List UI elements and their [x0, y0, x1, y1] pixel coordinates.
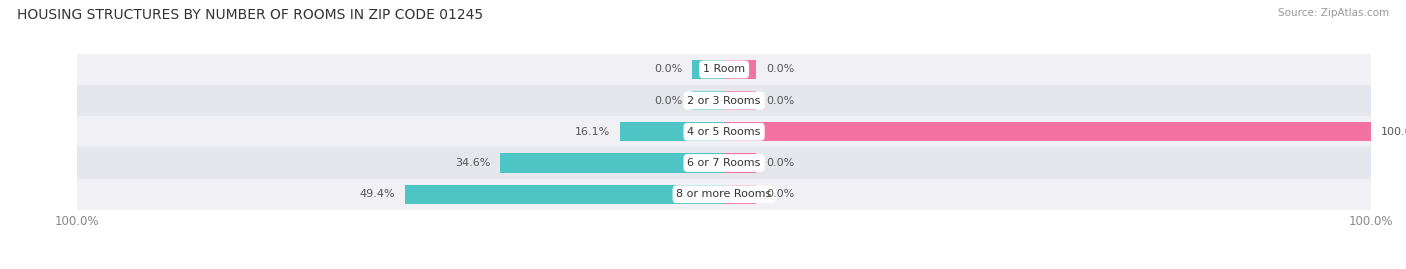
Text: 4 or 5 Rooms: 4 or 5 Rooms: [688, 127, 761, 137]
Text: 1 Room: 1 Room: [703, 64, 745, 75]
Bar: [724, 91, 756, 110]
Text: 49.4%: 49.4%: [360, 189, 395, 199]
Bar: [692, 91, 724, 110]
Bar: [724, 185, 756, 204]
Text: 0.0%: 0.0%: [766, 158, 794, 168]
Bar: [501, 153, 724, 173]
Text: 100.0%: 100.0%: [1381, 127, 1406, 137]
Bar: [77, 54, 1371, 85]
Text: 0.0%: 0.0%: [654, 95, 682, 106]
Bar: [77, 147, 1371, 179]
Text: HOUSING STRUCTURES BY NUMBER OF ROOMS IN ZIP CODE 01245: HOUSING STRUCTURES BY NUMBER OF ROOMS IN…: [17, 8, 484, 22]
Text: 6 or 7 Rooms: 6 or 7 Rooms: [688, 158, 761, 168]
Bar: [724, 153, 756, 173]
Text: 2 or 3 Rooms: 2 or 3 Rooms: [688, 95, 761, 106]
Text: 0.0%: 0.0%: [766, 189, 794, 199]
Bar: [77, 179, 1371, 210]
Text: Source: ZipAtlas.com: Source: ZipAtlas.com: [1278, 8, 1389, 18]
Text: 0.0%: 0.0%: [766, 64, 794, 75]
Text: 8 or more Rooms: 8 or more Rooms: [676, 189, 772, 199]
Bar: [724, 60, 756, 79]
Text: 0.0%: 0.0%: [766, 95, 794, 106]
Bar: [692, 60, 724, 79]
Bar: [77, 116, 1371, 147]
Bar: [405, 185, 724, 204]
Bar: [724, 122, 1371, 141]
Bar: [620, 122, 724, 141]
Text: 34.6%: 34.6%: [456, 158, 491, 168]
Legend: Owner-occupied, Renter-occupied: Owner-occupied, Renter-occupied: [600, 267, 848, 269]
Text: 0.0%: 0.0%: [654, 64, 682, 75]
Text: 16.1%: 16.1%: [575, 127, 610, 137]
Bar: [77, 85, 1371, 116]
